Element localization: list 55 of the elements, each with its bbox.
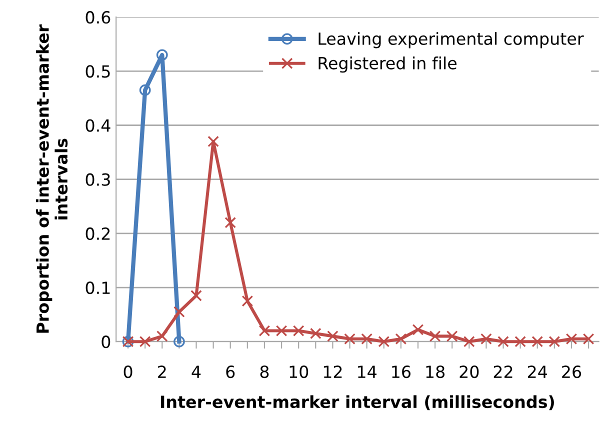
- point: [190, 290, 202, 302]
- point: [224, 216, 236, 228]
- x-tick-label: 16: [392, 366, 410, 378]
- x-tick-label: 0: [124, 366, 132, 378]
- point: [498, 336, 509, 348]
- point: [327, 330, 338, 342]
- point: [174, 336, 185, 348]
- point: [208, 136, 220, 148]
- x-tick-label: 2: [158, 366, 166, 378]
- point: [156, 330, 168, 342]
- point: [258, 325, 270, 336]
- y-tick-label: 0: [102, 336, 110, 348]
- point: [532, 336, 544, 348]
- x-tick-label: 10: [290, 366, 308, 378]
- x-tick-label: 8: [260, 366, 269, 378]
- y-axis-title: Proportion of inter-event-marker intervals: [36, 24, 68, 333]
- x-tick-label: 12: [324, 366, 342, 378]
- x-tick-label: 20: [460, 366, 479, 378]
- x-tick-label: 26: [562, 366, 582, 378]
- x-tick-label: 18: [426, 366, 445, 378]
- y-tick-label: 0.4: [86, 119, 110, 132]
- point: [446, 330, 458, 342]
- y-tick-label: 0.2: [86, 227, 110, 240]
- y-tick-label: 0.1: [86, 281, 110, 294]
- point: [139, 336, 151, 348]
- point: [139, 84, 151, 96]
- x-axis-title: Inter-event-marker interval (milliseconds): [161, 395, 554, 410]
- point: [378, 336, 390, 348]
- x-tick-label: 14: [358, 366, 376, 378]
- legend-label: Leaving experimental computer: [318, 32, 584, 48]
- point: [463, 336, 475, 348]
- point: [548, 336, 560, 348]
- point: [361, 333, 373, 345]
- point: [480, 333, 492, 345]
- point: [310, 328, 322, 340]
- point: [514, 336, 526, 348]
- point: [242, 295, 254, 307]
- x-tick-label: 22: [494, 366, 512, 378]
- point: [174, 306, 185, 318]
- y-tick-label: 0.5: [86, 65, 110, 78]
- point: [395, 333, 407, 345]
- x-tick-label: 4: [192, 366, 201, 378]
- point: [344, 333, 356, 345]
- point: [582, 333, 594, 345]
- legend-label: Registered in file: [318, 56, 456, 73]
- point: [566, 333, 578, 345]
- y-tick-label: 0.6: [86, 11, 110, 24]
- point: [276, 325, 288, 336]
- x-tick-label: 24: [528, 366, 548, 378]
- point: [292, 325, 304, 336]
- point: [412, 324, 424, 336]
- y-tick-label: 0.3: [86, 173, 110, 186]
- point: [429, 330, 441, 342]
- x-tick-label: 6: [226, 366, 235, 378]
- point: [156, 49, 168, 61]
